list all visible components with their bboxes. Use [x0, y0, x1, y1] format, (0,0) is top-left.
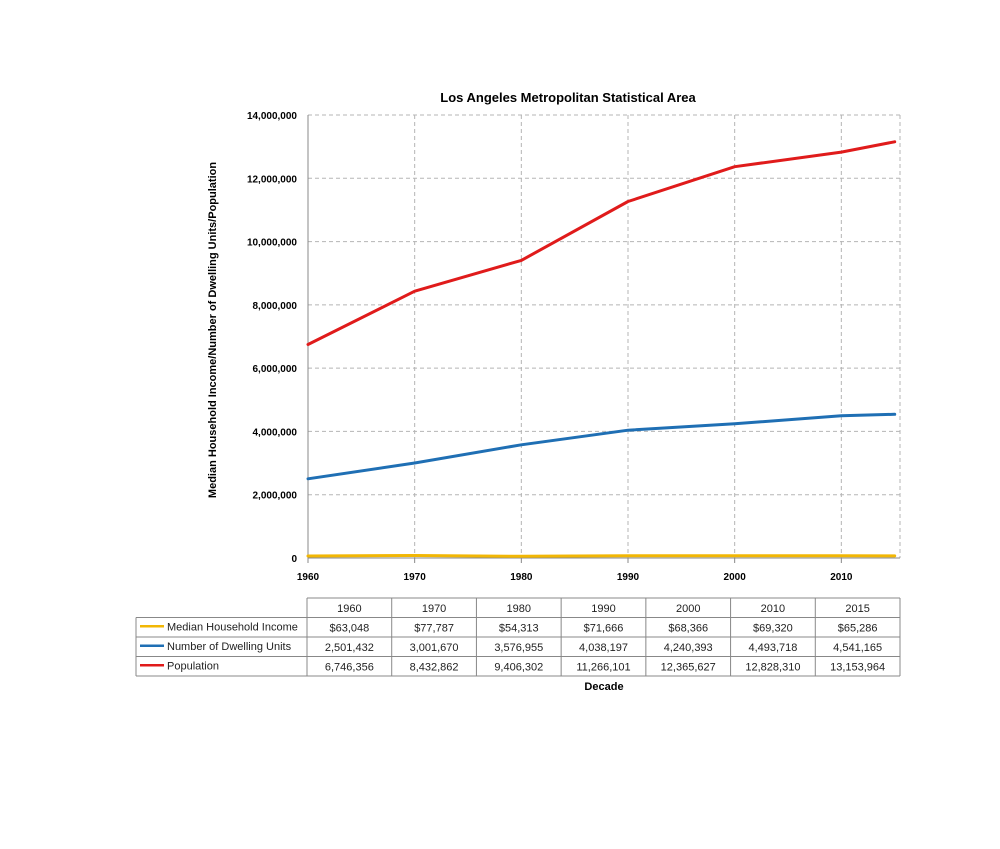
x-axis-ticks: 1960 1970 1980 1990 2000 2010: [297, 558, 853, 583]
table-cell: 4,493,718: [748, 642, 797, 654]
table-header-cell: 2015: [845, 603, 869, 615]
x-axis-label: Decade: [584, 681, 623, 693]
table-header-cell: 2000: [676, 603, 700, 615]
table-cell: $71,666: [584, 622, 624, 634]
table-cell: 13,153,964: [830, 661, 885, 673]
data-table: 1960 1970 1980 1990 2000 2010 2015 Median House…: [135, 597, 901, 677]
x-tick-label: 1990: [617, 572, 640, 583]
series-line-population: [306, 140, 897, 346]
y-tick-label: 8,000,000: [253, 301, 298, 312]
series-line-number-of-dwelling-units: [306, 412, 897, 481]
y-tick-label: 14,000,000: [247, 111, 297, 122]
y-tick-label: 0: [291, 554, 297, 565]
table-header-cell: 1980: [507, 603, 531, 615]
y-tick-label: 4,000,000: [253, 427, 298, 438]
x-tick-label: 2010: [830, 572, 853, 583]
series-lines: [306, 140, 897, 558]
table-cell: $65,286: [838, 622, 878, 634]
table-cell: 12,828,310: [745, 661, 800, 673]
chart-title: Los Angeles Metropolitan Statistical Are…: [440, 90, 696, 105]
x-tick-label: 1980: [510, 572, 533, 583]
table-cell: 6,746,356: [325, 661, 374, 673]
x-tick-label: 2000: [724, 572, 747, 583]
table-cell: 12,365,627: [661, 661, 716, 673]
table-cell: 2,501,432: [325, 642, 374, 654]
y-tick-label: 12,000,000: [247, 174, 297, 185]
table-cell: 4,541,165: [833, 642, 882, 654]
x-tick-label: 1960: [297, 572, 320, 583]
table-cell: 3,001,670: [410, 642, 459, 654]
table-header-cell: 1970: [422, 603, 446, 615]
table-cell: $77,787: [414, 622, 454, 634]
table-cell: $68,366: [668, 622, 708, 634]
table-header-cell: 1960: [337, 603, 361, 615]
table-cell: $63,048: [329, 622, 369, 634]
table-header-cell: 2010: [761, 603, 785, 615]
axes: [307, 115, 900, 559]
table-cell: 3,576,955: [494, 642, 543, 654]
table-cell: 9,406,302: [494, 661, 543, 673]
table-cell: 4,038,197: [579, 642, 628, 654]
table-cell: 11,266,101: [576, 661, 630, 673]
y-tick-label: 6,000,000: [253, 364, 298, 375]
legend-label: Number of Dwelling Units: [167, 641, 292, 653]
y-axis-ticks: 0 2,000,000 4,000,000 6,000,000 8,000,000 10,…: [247, 111, 298, 565]
table-cell: 4,240,393: [664, 642, 713, 654]
y-tick-label: 2,000,000: [253, 491, 298, 502]
y-axis-label: Median Household Income/Number of Dwelli…: [207, 162, 219, 498]
grid-lines: [308, 114, 901, 558]
table-cell: 8,432,862: [410, 661, 459, 673]
legend-label: Median Household Income: [167, 621, 298, 633]
series-line-median-household-income: [306, 554, 897, 558]
x-tick-label: 1970: [404, 572, 427, 583]
legend-label: Population: [167, 660, 219, 672]
table-cell: $69,320: [753, 622, 793, 634]
y-tick-label: 10,000,000: [247, 238, 297, 249]
table-cell: $54,313: [499, 622, 539, 634]
table-header-cell: 1990: [591, 603, 615, 615]
